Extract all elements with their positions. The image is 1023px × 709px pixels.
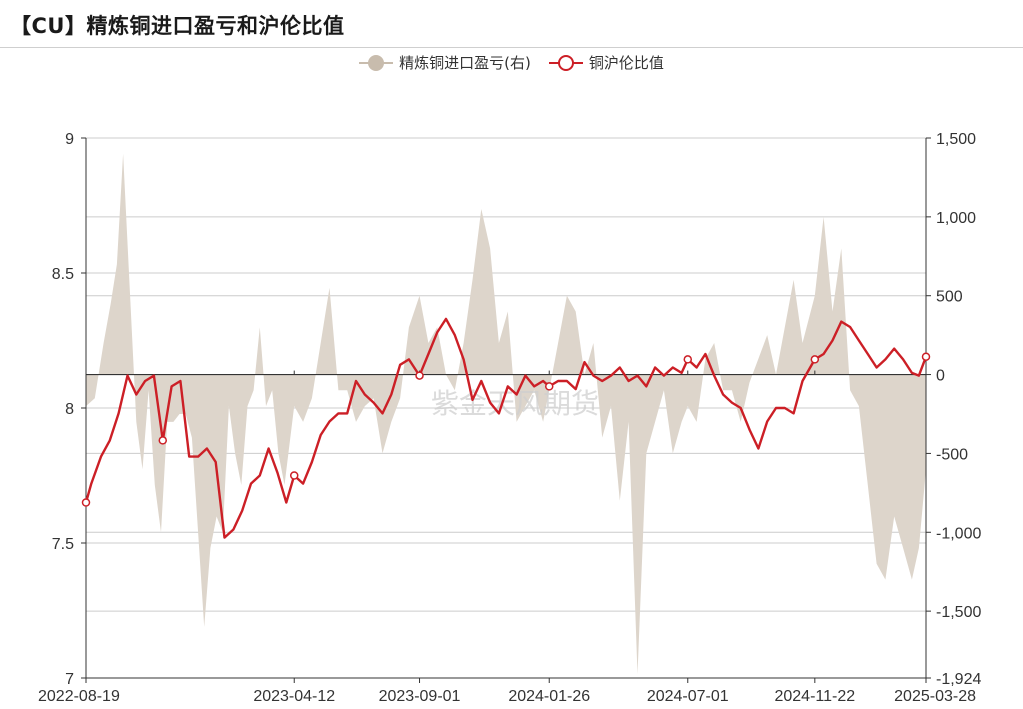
ratio-line-series	[81, 317, 931, 539]
legend-item-line[interactable]: 铜沪伦比值	[548, 52, 664, 73]
ratio-marker	[81, 498, 91, 507]
x-tick-label: 2025-03-28	[894, 688, 976, 705]
legend: 精炼铜进口盈亏(右) 铜沪伦比值	[0, 52, 1023, 73]
left-tick-label: 8.5	[52, 266, 74, 283]
left-tick-label: 9	[65, 131, 74, 148]
right-tick-label: -1,500	[936, 604, 981, 621]
title-divider	[0, 47, 1023, 48]
ratio-marker	[415, 371, 424, 380]
left-tick-label: 7.5	[52, 536, 74, 553]
ratio-marker	[158, 436, 168, 445]
right-tick-label: -500	[936, 446, 968, 463]
ratio-marker	[683, 355, 693, 364]
right-tick-label: 500	[936, 289, 963, 306]
right-tick-label: 1,500	[936, 131, 976, 148]
x-tick-label: 2023-04-12	[253, 688, 335, 705]
axes	[81, 137, 931, 683]
ratio-marker	[289, 471, 299, 480]
ratio-marker	[921, 352, 931, 361]
ratio-marker	[810, 355, 820, 364]
x-tick-label: 2023-09-01	[379, 688, 461, 705]
left-tick-label: 7	[65, 671, 74, 688]
right-tick-label: 0	[936, 368, 945, 385]
x-tick-label: 2022-08-19	[38, 688, 120, 705]
legend-line-symbol	[548, 54, 583, 72]
legend-area-label: 精炼铜进口盈亏(右)	[399, 54, 531, 72]
ratio-marker	[544, 382, 554, 391]
legend-item-area[interactable]: 精炼铜进口盈亏(右)	[359, 52, 531, 73]
x-tick-label: 2024-11-22	[774, 688, 855, 705]
tick-labels: 7 7.5 8 8.5 9 -1,924 -1,500 -1,000 -500 0 500 1,000…	[38, 131, 981, 705]
right-tick-label: -1,924	[936, 671, 981, 688]
chart-title: 【CU】精炼铜进口盈亏和沪伦比值	[10, 14, 345, 38]
right-tick-label: -1,000	[936, 525, 981, 542]
legend-area-symbol	[359, 54, 394, 72]
x-tick-label: 2024-07-01	[647, 688, 729, 705]
left-tick-label: 8	[65, 401, 74, 418]
ratio-line	[84, 317, 928, 539]
legend-line-label: 铜沪伦比值	[588, 54, 664, 72]
grid-lines	[86, 137, 926, 612]
right-tick-label: 1,000	[936, 210, 976, 227]
x-tick-label: 2024-01-26	[508, 688, 590, 705]
